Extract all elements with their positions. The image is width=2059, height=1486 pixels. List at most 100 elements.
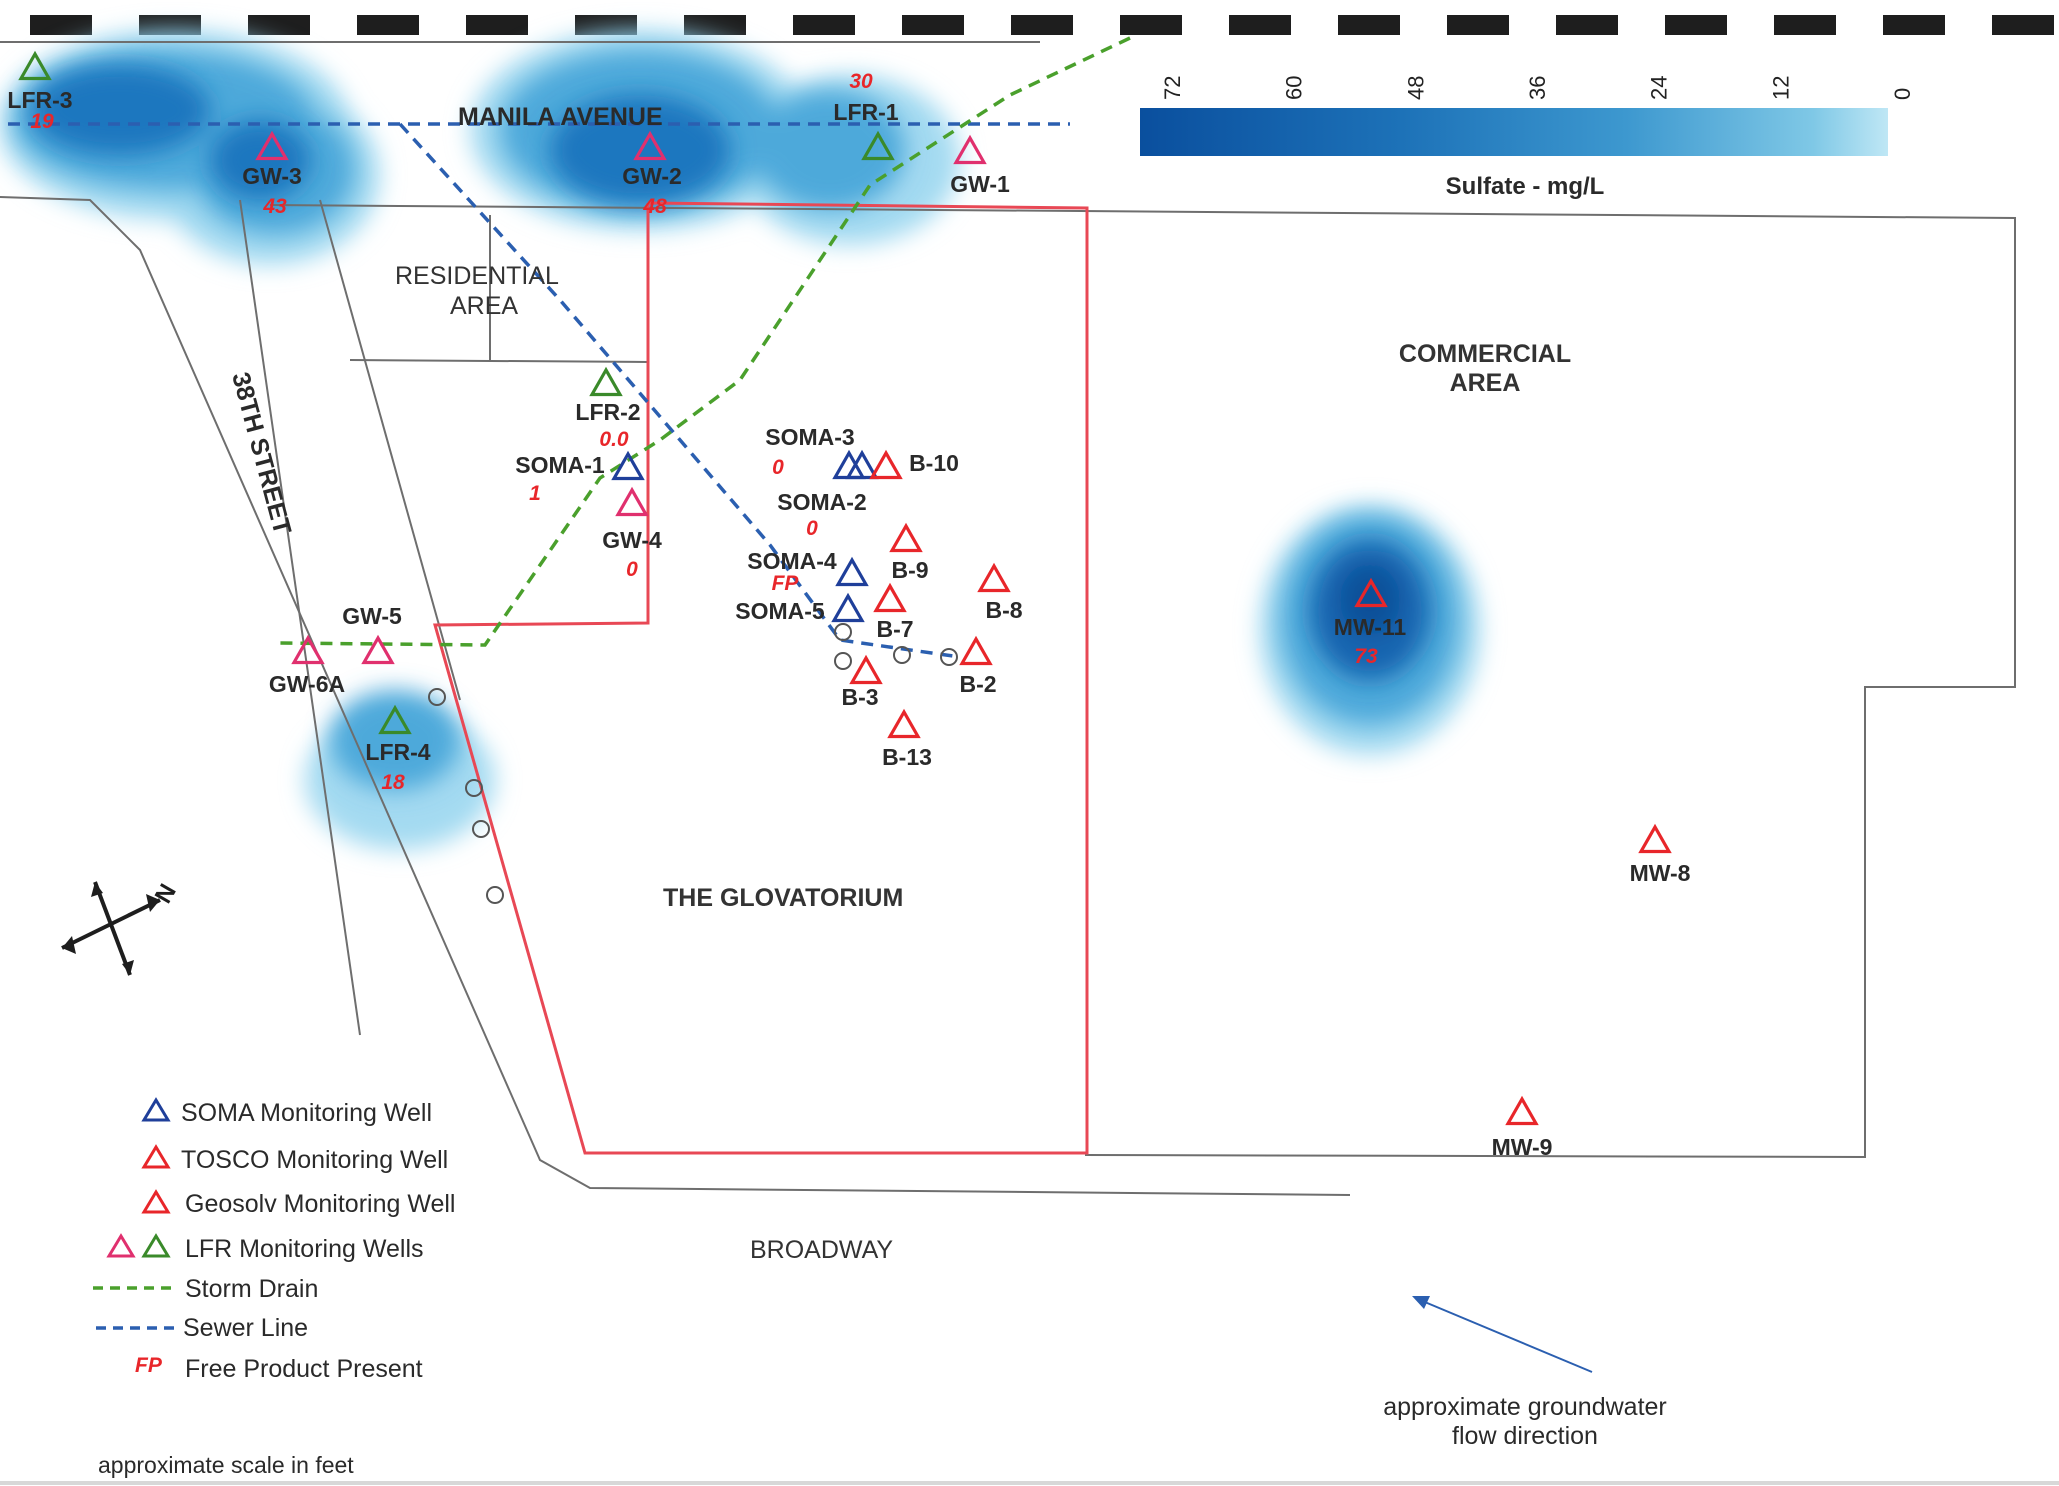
area-residential-line1: RESIDENTIAL xyxy=(395,262,559,290)
scale-ticks: 72 60 48 36 24 12 0 xyxy=(1160,76,1915,100)
well-label: MW-8 xyxy=(1630,860,1691,886)
flow-label-line1: approximate groundwater xyxy=(1383,1393,1667,1421)
scale-tick-label: 72 xyxy=(1160,76,1185,100)
roads xyxy=(0,41,2016,1196)
legend-soma-icon xyxy=(141,1097,171,1122)
well-label: B-9 xyxy=(891,557,928,583)
scale-tick-label: 24 xyxy=(1647,76,1672,100)
well-sulfate-value: 48 xyxy=(642,195,667,218)
sulfate-scale: 72 60 48 36 24 12 0 Sulfate - mg/L xyxy=(1140,76,1915,200)
well-marker-icon xyxy=(611,450,645,481)
well-b-13: B-13 xyxy=(882,708,932,770)
legend-fp-symbol: FP xyxy=(135,1354,163,1377)
well-soma-2: SOMA-20 xyxy=(777,449,879,540)
well-label: GW-3 xyxy=(242,163,302,189)
storm-drain xyxy=(279,36,1131,647)
well-marker-icon xyxy=(291,634,325,665)
scale-tick-label: 36 xyxy=(1525,76,1550,100)
well-marker-icon xyxy=(889,522,923,553)
well-sulfate-value: 0 xyxy=(772,456,784,479)
well-marker-icon xyxy=(835,556,869,587)
well-marker-icon xyxy=(633,130,667,161)
well-b-7: B-7 xyxy=(873,582,914,642)
well-sulfate-value: 0.0 xyxy=(599,428,629,451)
legend-soma-label: SOMA Monitoring Well xyxy=(181,1099,432,1127)
well-marker-icon xyxy=(18,50,52,81)
well-label: LFR-3 xyxy=(7,87,72,113)
area-commercial-line2: AREA xyxy=(1450,369,1521,397)
legend-storm-label: Storm Drain xyxy=(185,1275,318,1303)
well-marker-icon xyxy=(1638,823,1672,854)
well-label: SOMA-5 xyxy=(735,598,825,624)
legend-lfr-label: LFR Monitoring Wells xyxy=(185,1235,424,1263)
site-boundary xyxy=(433,201,1089,1155)
well-lfr-2: LFR-2 0.0 xyxy=(575,366,641,451)
well-b-8: B-8 xyxy=(977,562,1023,623)
well-label: B-10 xyxy=(909,450,959,476)
well-sulfate-value: 19 xyxy=(30,110,54,133)
legend-lfr-pink-icon xyxy=(106,1233,136,1258)
well-b-10: B-10 xyxy=(869,449,959,480)
street-label-38th: 38TH STREET xyxy=(226,369,296,537)
legend-lfr-green-icon xyxy=(141,1233,171,1258)
well-sulfate-value: 43 xyxy=(262,195,287,218)
legend: SOMA Monitoring Well TOSCO Monitoring We… xyxy=(93,1097,455,1383)
well-gw-4: GW-4 0 xyxy=(602,486,662,581)
legend-sewer-label: Sewer Line xyxy=(183,1314,308,1342)
wells: LFR-319GW-343GW-248LFR-130GW-1LFR-20.0SO… xyxy=(7,50,1691,1160)
well-sulfate-value: 30 xyxy=(849,70,873,93)
well-label: GW-1 xyxy=(950,171,1010,197)
scale-tick-label: 60 xyxy=(1282,76,1307,100)
legend-tosco-icon xyxy=(141,1144,171,1169)
well-mw-8: MW-8 xyxy=(1630,823,1691,886)
well-marker-icon xyxy=(255,130,289,161)
well-marker-icon xyxy=(831,592,865,623)
well-lfr-4: LFR-4 18 xyxy=(365,704,431,794)
well-sulfate-value: 73 xyxy=(1354,645,1378,668)
well-gw-6a: GW-6A xyxy=(269,634,345,697)
well-lfr-3: LFR-319 xyxy=(7,50,73,133)
well-label: SOMA-2 xyxy=(777,489,866,515)
scale-tick-label: 12 xyxy=(1768,76,1793,100)
area-residential-line2: AREA xyxy=(450,292,518,320)
well-marker-icon xyxy=(1505,1095,1539,1126)
well-b-3: B-3 xyxy=(841,654,883,710)
well-sulfate-value: 18 xyxy=(381,771,405,794)
well-label: LFR-4 xyxy=(365,739,430,765)
flow-direction: approximate groundwater flow direction xyxy=(1383,1296,1667,1450)
well-marker-icon xyxy=(378,704,412,735)
catch-basins xyxy=(428,623,958,904)
flow-label-line2: flow direction xyxy=(1452,1422,1598,1450)
well-marker-icon xyxy=(615,486,649,517)
well-label: LFR-1 xyxy=(833,99,898,125)
scale-title: Sulfate - mg/L xyxy=(1446,173,1605,200)
well-label: SOMA-4 xyxy=(747,548,837,574)
well-label: SOMA-1 xyxy=(515,452,605,478)
well-marker-icon xyxy=(861,130,895,161)
well-marker-icon xyxy=(887,708,921,739)
well-label: B-8 xyxy=(985,597,1022,623)
well-label: GW-5 xyxy=(342,603,402,629)
well-marker-icon xyxy=(361,634,395,665)
area-glovatorium: THE GLOVATORIUM xyxy=(663,884,903,912)
well-sulfate-value: FP xyxy=(772,572,800,595)
well-marker-icon xyxy=(959,635,993,666)
well-marker-icon xyxy=(873,582,907,613)
north-arrow xyxy=(61,881,161,976)
well-sulfate-value: 1 xyxy=(529,482,541,505)
legend-geosolv-icon xyxy=(141,1189,171,1214)
well-marker-icon xyxy=(869,449,903,480)
well-marker-icon xyxy=(1354,577,1388,608)
well-label: SOMA-3 xyxy=(765,424,854,450)
well-label: MW-11 xyxy=(1334,614,1407,640)
well-label: B-3 xyxy=(841,684,878,710)
well-soma-4: SOMA-4FP xyxy=(747,548,869,595)
scale-label: approximate scale in feet xyxy=(98,1452,354,1478)
area-commercial-line1: COMMERCIAL xyxy=(1399,340,1571,368)
street-label-broadway: BROADWAY xyxy=(750,1236,893,1264)
well-gw-5: GW-5 xyxy=(342,603,402,665)
well-mw-9: MW-9 xyxy=(1492,1095,1553,1160)
well-label: MW-9 xyxy=(1492,1134,1553,1160)
well-label: B-7 xyxy=(876,616,913,642)
scale-tick-label: 0 xyxy=(1890,88,1915,100)
